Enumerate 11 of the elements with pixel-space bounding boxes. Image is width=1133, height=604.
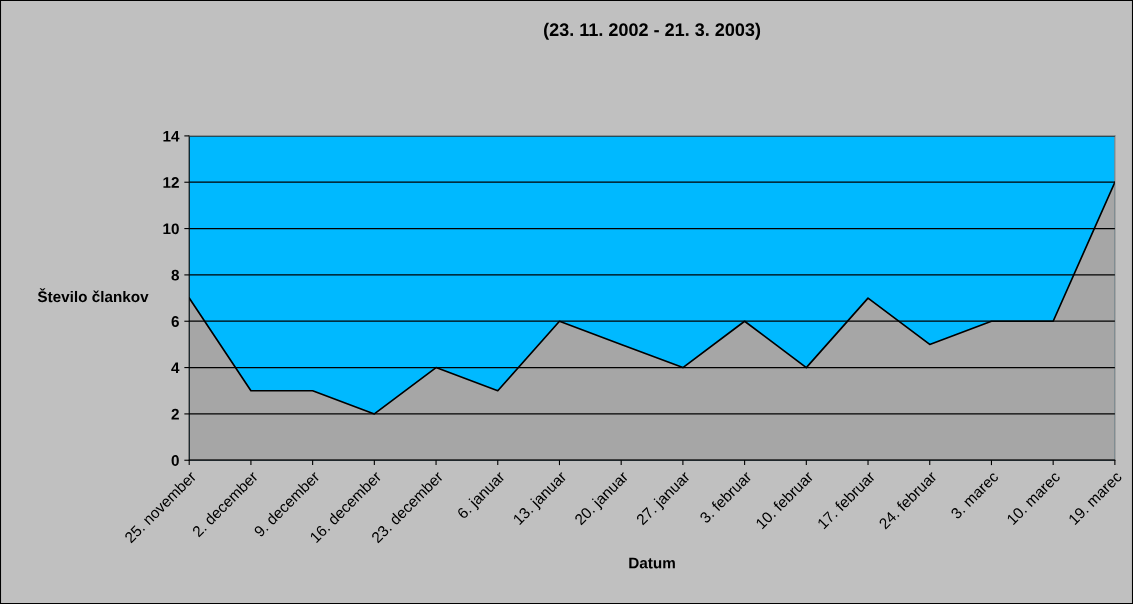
y-tick-label: 2: [171, 408, 179, 420]
y-axis-title: Število člankov: [37, 288, 149, 303]
y-tick-label: 0: [171, 455, 179, 466]
y-tick-label: 12: [163, 177, 179, 188]
y-tick-label: 4: [171, 362, 180, 374]
y-tick-label: 10: [163, 223, 179, 235]
x-axis-title: Datum: [629, 557, 675, 569]
y-tick-label: 6: [171, 316, 179, 327]
chart-title: (23. 11. 2002 - 21. 3. 2003): [544, 22, 761, 40]
y-tick-label: 8: [171, 269, 180, 281]
y-tick-label: 14: [163, 130, 180, 142]
